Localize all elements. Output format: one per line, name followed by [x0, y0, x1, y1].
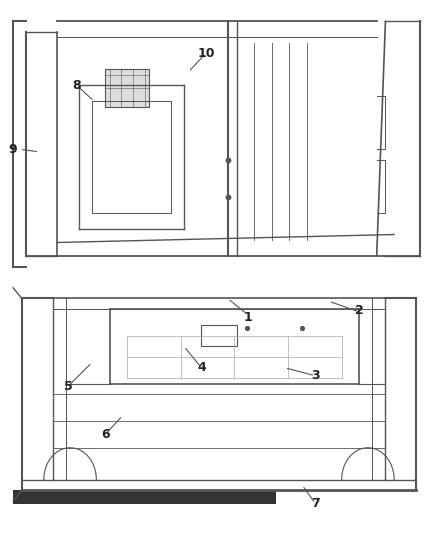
FancyBboxPatch shape — [13, 16, 425, 277]
Text: 7: 7 — [311, 497, 320, 510]
Text: 2: 2 — [355, 304, 364, 317]
FancyBboxPatch shape — [201, 325, 237, 346]
Text: 10: 10 — [197, 47, 215, 60]
Text: 3: 3 — [311, 369, 320, 382]
FancyBboxPatch shape — [13, 490, 276, 504]
Text: 6: 6 — [101, 428, 110, 441]
Text: 5: 5 — [64, 380, 72, 393]
Text: 1: 1 — [243, 311, 252, 324]
Text: 8: 8 — [72, 79, 81, 92]
Text: 9: 9 — [9, 143, 18, 156]
Text: 4: 4 — [197, 361, 206, 374]
FancyBboxPatch shape — [105, 69, 149, 107]
